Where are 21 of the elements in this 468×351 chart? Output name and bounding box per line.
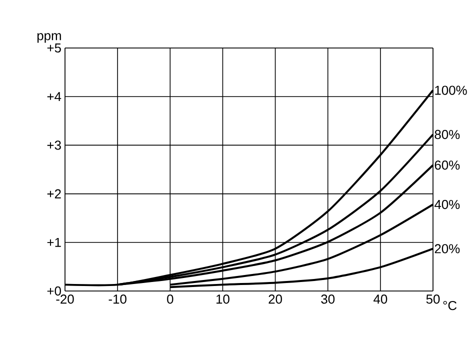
- x-tick-label: 40: [374, 294, 388, 304]
- series-label: 100%: [435, 86, 467, 95]
- series-label: 80%: [434, 130, 460, 140]
- y-tick-label: +1: [47, 238, 61, 247]
- x-tick-label: 10: [216, 294, 230, 304]
- x-tick-label: -20: [56, 294, 74, 304]
- y-tick-label: +2: [47, 189, 61, 198]
- y-axis-title: ppm: [37, 33, 61, 43]
- x-axis-title: °C: [443, 300, 457, 310]
- x-tick-label: -10: [108, 294, 126, 304]
- series-label: 60%: [434, 160, 460, 170]
- y-tick-label: +0: [47, 286, 61, 296]
- x-tick-label: 20: [268, 294, 282, 304]
- series-label: 20%: [434, 244, 460, 254]
- y-tick-label: +3: [47, 140, 61, 150]
- x-tick-label: 0: [167, 294, 174, 304]
- x-tick-label: 30: [321, 294, 335, 304]
- y-tick-label: +5: [47, 43, 61, 53]
- x-tick-label: 50: [426, 294, 440, 304]
- series-label: 40%: [434, 200, 460, 210]
- y-tick-label: +4: [47, 92, 62, 102]
